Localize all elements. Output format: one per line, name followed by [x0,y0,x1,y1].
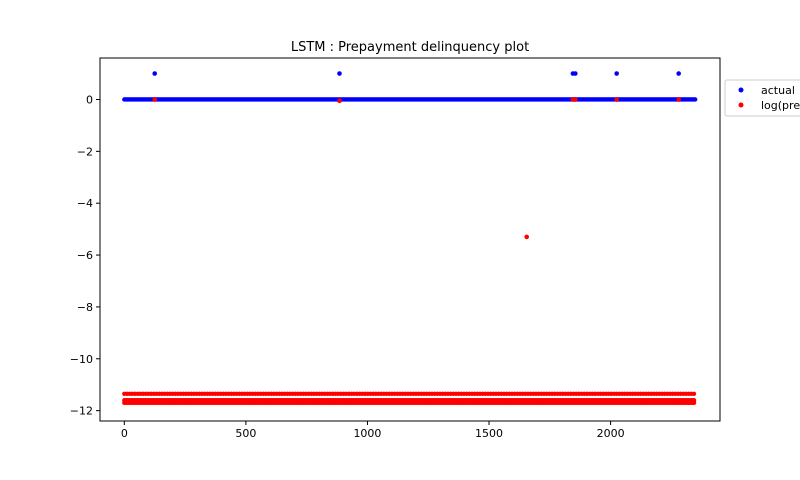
data-point-log-pre [676,97,681,102]
y-tick-label: −8 [77,301,93,314]
y-tick-label: −6 [77,249,93,262]
data-point-log-pre [691,391,697,396]
y-tick-label: 0 [86,93,93,106]
data-point-actual [152,71,158,76]
x-tick-label: 0 [121,427,128,440]
legend-marker-log-pre [738,102,744,108]
data-point-actual [573,71,578,76]
legend-marker-actual [738,87,744,93]
data-point-log-pre [524,234,530,240]
x-axis: 0 500 1000 1500 2000 [121,421,625,440]
x-tick-label: 500 [235,427,256,440]
x-tick-label: 1500 [475,427,503,440]
data-point-log-pre [614,97,619,102]
legend-label-log-pre: log(pre [761,99,800,112]
plot-frame [99,57,721,422]
data-point-log-pre [691,398,697,403]
data-point-actual [693,97,698,102]
y-tick-label: −2 [77,145,93,158]
series-layer [122,71,698,406]
data-point-actual [614,71,619,76]
y-tick-label: −12 [70,405,93,418]
data-point-log-pre [573,97,578,102]
legend-label-actual: actual [761,84,795,97]
y-axis: 0 −2 −4 −6 −8 −10 −12 [70,93,100,418]
data-point-log-pre [152,97,158,102]
plot-area [122,71,698,406]
data-point-actual [337,71,342,76]
data-point-actual [676,71,681,76]
x-tick-label: 1000 [353,427,381,440]
legend: actual log(pre [724,79,800,117]
data-point-log-pre [337,98,342,104]
chart-title: LSTM : Prepayment delinquency plot [291,40,529,55]
y-tick-label: −10 [70,353,93,366]
legend-box [724,79,800,117]
x-tick-label: 2000 [597,427,625,440]
y-tick-label: −4 [77,197,93,210]
